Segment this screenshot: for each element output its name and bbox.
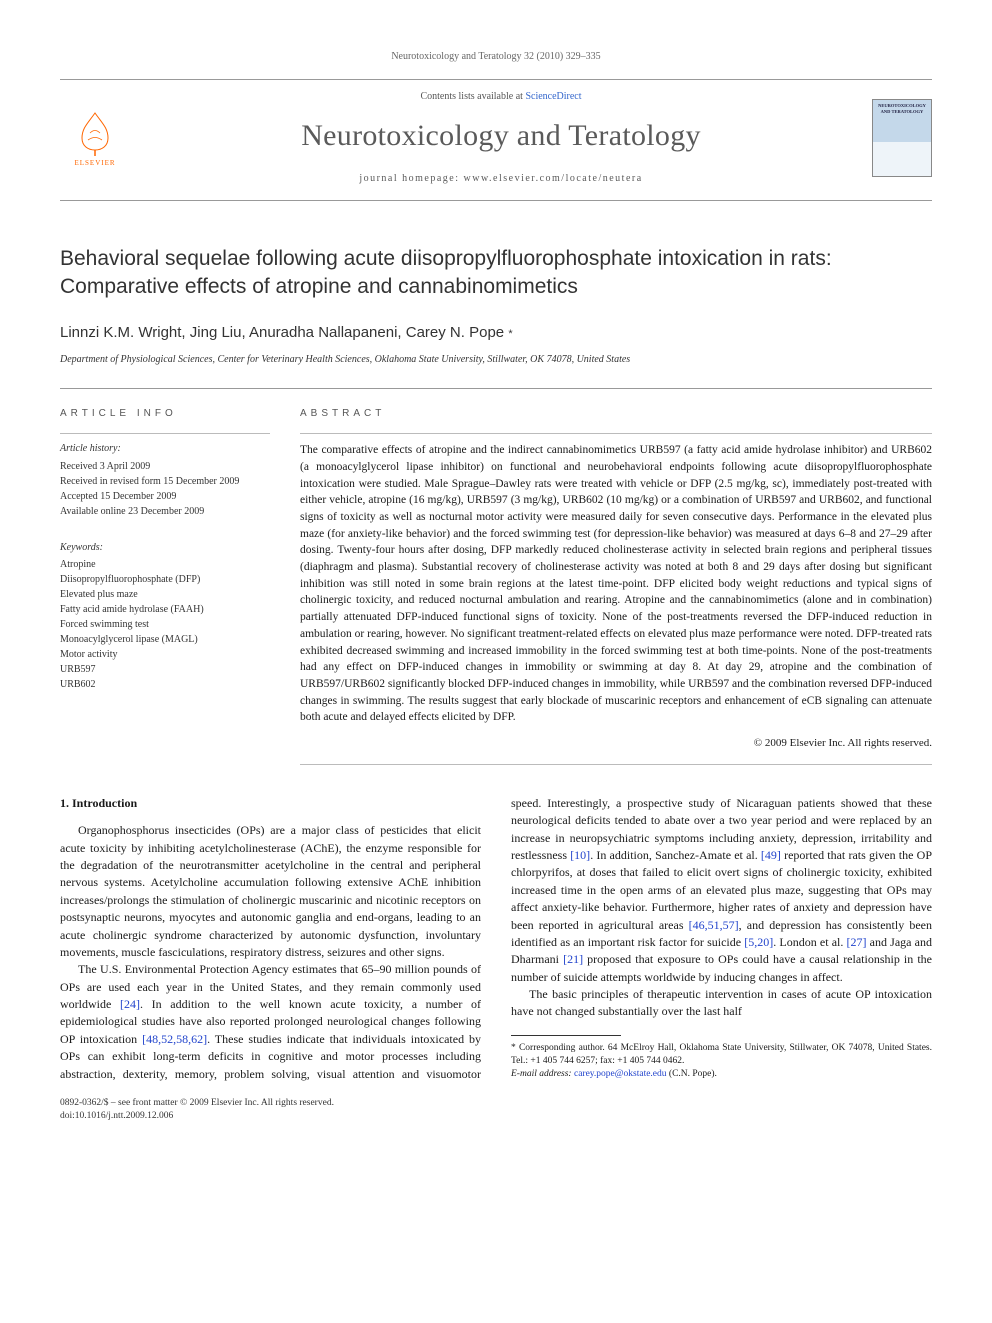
contents-prefix: Contents lists available at xyxy=(420,91,525,102)
doi-line: doi:10.1016/j.ntt.2009.12.006 xyxy=(60,1110,932,1123)
keywords-label: Keywords: xyxy=(60,541,270,556)
elsevier-logo: ELSEVIER xyxy=(60,98,130,178)
citation-link[interactable]: [27] xyxy=(847,935,867,949)
journal-cover-thumbnail: NEUROTOXICOLOGY AND TERATOLOGY xyxy=(872,99,932,177)
citation-link[interactable]: [24] xyxy=(120,997,140,1011)
abstract-column: abstract The comparative effects of atro… xyxy=(300,407,932,765)
keyword: URB602 xyxy=(60,677,270,692)
article-history-block: Article history: Received 3 April 2009 R… xyxy=(60,433,270,519)
journal-name: Neurotoxicology and Teratology xyxy=(130,114,872,158)
sciencedirect-link[interactable]: ScienceDirect xyxy=(525,91,581,102)
masthead-center: Contents lists available at ScienceDirec… xyxy=(130,90,872,187)
keyword: Monoacylglycerol lipase (MAGL) xyxy=(60,632,270,647)
keyword: Motor activity xyxy=(60,647,270,662)
history-line: Received 3 April 2009 xyxy=(60,459,270,474)
author-list: Linnzi K.M. Wright, Jing Liu, Anuradha N… xyxy=(60,322,932,344)
elsevier-tree-icon xyxy=(70,108,120,158)
corresponding-author-footnote: * Corresponding author. 64 McElroy Hall,… xyxy=(511,1042,932,1068)
keywords-block: Keywords: Atropine Diisopropylfluorophos… xyxy=(60,533,270,693)
footnotes: * Corresponding author. 64 McElroy Hall,… xyxy=(511,1042,932,1080)
keyword: Forced swimming test xyxy=(60,617,270,632)
keyword: Atropine xyxy=(60,557,270,572)
masthead: ELSEVIER Contents lists available at Sci… xyxy=(60,79,932,202)
keyword: Fatty acid amide hydrolase (FAAH) xyxy=(60,602,270,617)
body-paragraph: The basic principles of therapeutic inte… xyxy=(511,986,932,1021)
email-label: E-mail address: xyxy=(511,1069,574,1079)
page-footer: 0892-0362/$ – see front matter © 2009 El… xyxy=(60,1097,932,1123)
citation-link[interactable]: [49] xyxy=(761,848,781,862)
body-text: . London et al. xyxy=(773,935,846,949)
email-suffix: (C.N. Pope). xyxy=(667,1069,717,1079)
authors-text: Linnzi K.M. Wright, Jing Liu, Anuradha N… xyxy=(60,324,508,341)
keyword: Diisopropylfluorophosphate (DFP) xyxy=(60,572,270,587)
corresponding-author-mark: * xyxy=(508,328,512,340)
abstract-text: The comparative effects of atropine and … xyxy=(300,433,932,725)
keyword: Elevated plus maze xyxy=(60,587,270,602)
citation-link[interactable]: [46,51,57] xyxy=(689,918,739,932)
body-paragraph: Organophosphorus insecticides (OPs) are … xyxy=(60,822,481,961)
article-info-sidebar: article info Article history: Received 3… xyxy=(60,407,270,765)
contents-available-line: Contents lists available at ScienceDirec… xyxy=(130,90,872,105)
affiliation: Department of Physiological Sciences, Ce… xyxy=(60,353,932,368)
citation-link[interactable]: [48,52,58,62] xyxy=(142,1032,207,1046)
keyword: URB597 xyxy=(60,662,270,677)
section-heading-introduction: 1. Introduction xyxy=(60,795,481,812)
citation-link[interactable]: [5,20] xyxy=(744,935,773,949)
email-link[interactable]: carey.pope@okstate.edu xyxy=(574,1069,667,1079)
abstract-copyright: © 2009 Elsevier Inc. All rights reserved… xyxy=(300,736,932,765)
article-title: Behavioral sequelae following acute diis… xyxy=(60,245,932,302)
cover-text: NEUROTOXICOLOGY AND TERATOLOGY xyxy=(876,103,928,116)
body-two-column: 1. Introduction Organophosphorus insecti… xyxy=(60,795,932,1083)
journal-homepage-line: journal homepage: www.elsevier.com/locat… xyxy=(130,172,872,187)
article-info-heading: article info xyxy=(60,407,270,422)
history-label: Article history: xyxy=(60,442,270,457)
issn-copyright-line: 0892-0362/$ – see front matter © 2009 El… xyxy=(60,1097,932,1110)
elsevier-label: ELSEVIER xyxy=(74,158,115,168)
citation-link[interactable]: [21] xyxy=(563,952,583,966)
history-line: Accepted 15 December 2009 xyxy=(60,489,270,504)
page-container: Neurotoxicology and Teratology 32 (2010)… xyxy=(0,0,992,1163)
email-footnote: E-mail address: carey.pope@okstate.edu (… xyxy=(511,1068,932,1081)
homepage-url[interactable]: www.elsevier.com/locate/neutera xyxy=(464,173,643,184)
citation-link[interactable]: [10] xyxy=(570,848,590,862)
history-line: Received in revised form 15 December 200… xyxy=(60,474,270,489)
homepage-prefix: journal homepage: xyxy=(359,173,463,184)
running-head: Neurotoxicology and Teratology 32 (2010)… xyxy=(60,50,932,65)
info-abstract-row: article info Article history: Received 3… xyxy=(60,388,932,765)
history-line: Available online 23 December 2009 xyxy=(60,504,270,519)
abstract-heading: abstract xyxy=(300,407,932,422)
footnote-separator xyxy=(511,1035,621,1036)
body-text: . In addition, Sanchez-Amate et al. xyxy=(590,848,761,862)
